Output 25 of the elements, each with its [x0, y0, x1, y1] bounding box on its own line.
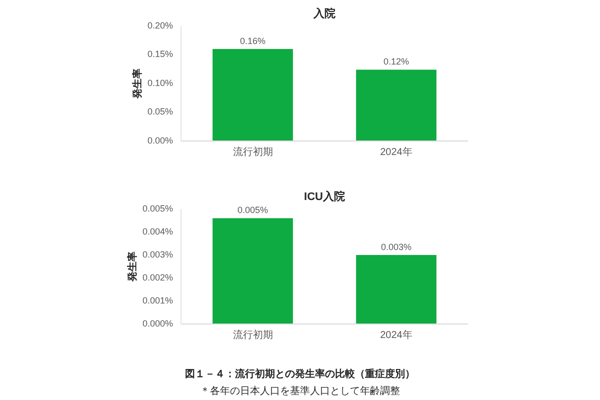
y-tick-label: 0.002% — [142, 272, 173, 282]
y-tick-label: 0.15% — [147, 49, 173, 60]
y-tick-label: 0.003% — [142, 249, 173, 260]
y-tick-label: 0.004% — [142, 226, 173, 236]
y-axis-title: 発生率 — [132, 68, 144, 100]
y-tick-label: 0.000% — [142, 318, 173, 328]
x-tick-label: 流行初期 — [232, 146, 273, 158]
chart-title: ICU入院 — [304, 190, 345, 203]
data-label: 0.003% — [380, 242, 412, 252]
x-tick-label: 流行初期 — [232, 329, 273, 341]
x-tick-label: 2024年 — [380, 329, 412, 341]
caption: 図１－４：流行初期との発生率の比較（重症度別） — [185, 368, 415, 380]
y-tick-label: 0.005% — [142, 203, 173, 214]
y-tick-label: 0.20% — [147, 20, 173, 30]
y-tick-label: 0.10% — [147, 78, 173, 88]
text: ＊各年の日本人口を基準人口として年齢調整 — [200, 385, 400, 397]
y-tick-label: 0.05% — [147, 106, 173, 117]
data-label: 0.12% — [383, 56, 410, 67]
y-tick-label: 0.00% — [147, 135, 173, 146]
y-axis-title: 発生率 — [126, 252, 138, 282]
y-tick-label: 0.001% — [142, 295, 173, 306]
x-tick-label: 2024年 — [380, 146, 412, 158]
chart-title: 入院 — [312, 7, 336, 20]
data-label: 0.16% — [240, 36, 266, 46]
data-label: 0.005% — [237, 205, 268, 216]
